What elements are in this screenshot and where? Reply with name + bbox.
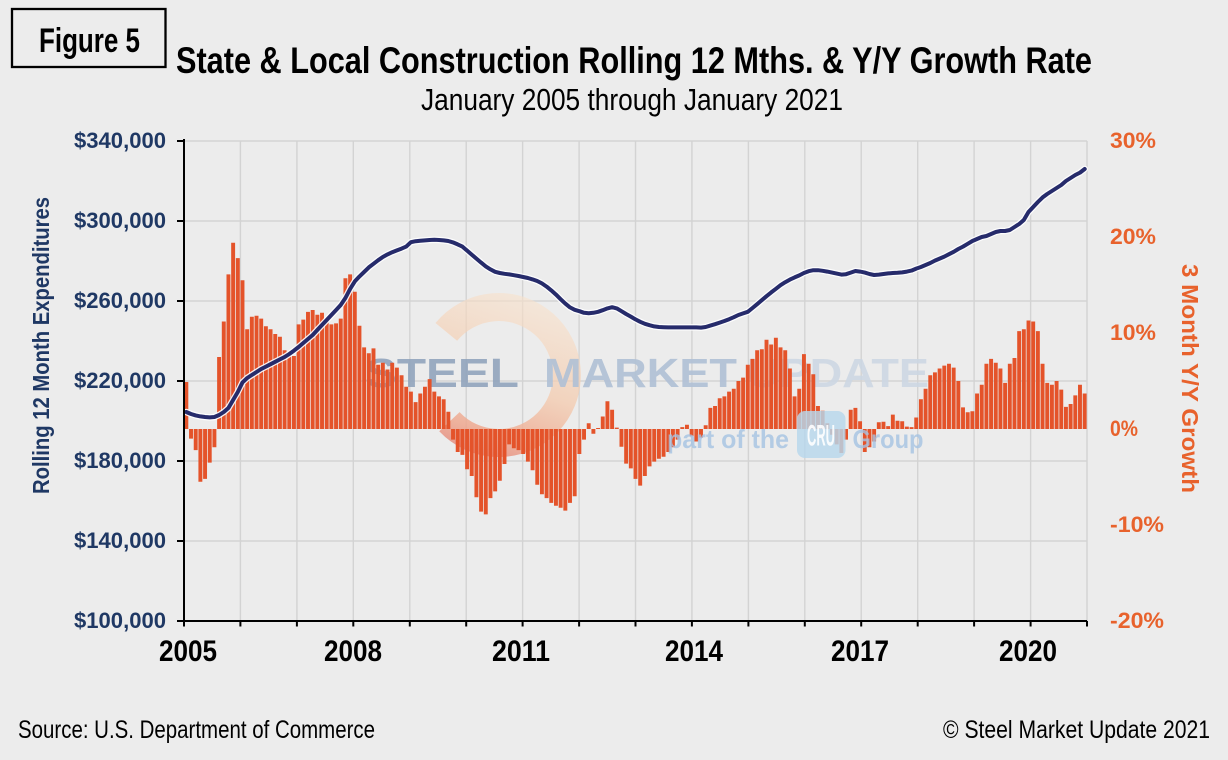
svg-text:-10%: -10% <box>1110 512 1164 537</box>
svg-text:Rolling 12 Month Expenditures: Rolling 12 Month Expenditures <box>28 197 54 494</box>
svg-text:30%: 30% <box>1110 128 1156 153</box>
svg-text:2008: 2008 <box>324 635 382 668</box>
svg-text:$140,000: $140,000 <box>74 528 166 553</box>
svg-text:© Steel Market Update 2021: © Steel Market Update 2021 <box>943 716 1210 744</box>
svg-text:2020: 2020 <box>999 635 1057 668</box>
svg-text:20%: 20% <box>1110 224 1156 249</box>
svg-text:$100,000: $100,000 <box>74 608 166 633</box>
svg-text:3 Month Y/Y Growth: 3 Month Y/Y Growth <box>1177 264 1203 493</box>
svg-text:-20%: -20% <box>1110 608 1164 633</box>
svg-text:$340,000: $340,000 <box>74 128 166 153</box>
svg-text:2011: 2011 <box>492 635 550 668</box>
svg-text:MARKET: MARKET <box>544 350 737 396</box>
svg-text:CRU: CRU <box>807 420 835 453</box>
svg-text:Group: Group <box>853 424 924 454</box>
svg-text:State & Local Construction Rol: State & Local Construction Rolling 12 Mt… <box>176 40 1092 81</box>
svg-text:Figure 5: Figure 5 <box>39 22 140 60</box>
svg-text:$180,000: $180,000 <box>74 448 166 473</box>
svg-text:2005: 2005 <box>159 635 217 668</box>
svg-text:10%: 10% <box>1110 320 1156 345</box>
svg-text:January 2005 through January 2: January 2005 through January 2021 <box>421 82 843 117</box>
svg-text:$260,000: $260,000 <box>74 288 166 313</box>
svg-text:part of the: part of the <box>667 424 789 454</box>
svg-text:Source: U.S. Department of Com: Source: U.S. Department of Commerce <box>18 716 375 744</box>
svg-text:2014: 2014 <box>665 635 723 668</box>
svg-text:2017: 2017 <box>831 635 889 668</box>
svg-text:$220,000: $220,000 <box>74 368 166 393</box>
svg-text:$300,000: $300,000 <box>74 208 166 233</box>
svg-text:0%: 0% <box>1110 416 1138 441</box>
